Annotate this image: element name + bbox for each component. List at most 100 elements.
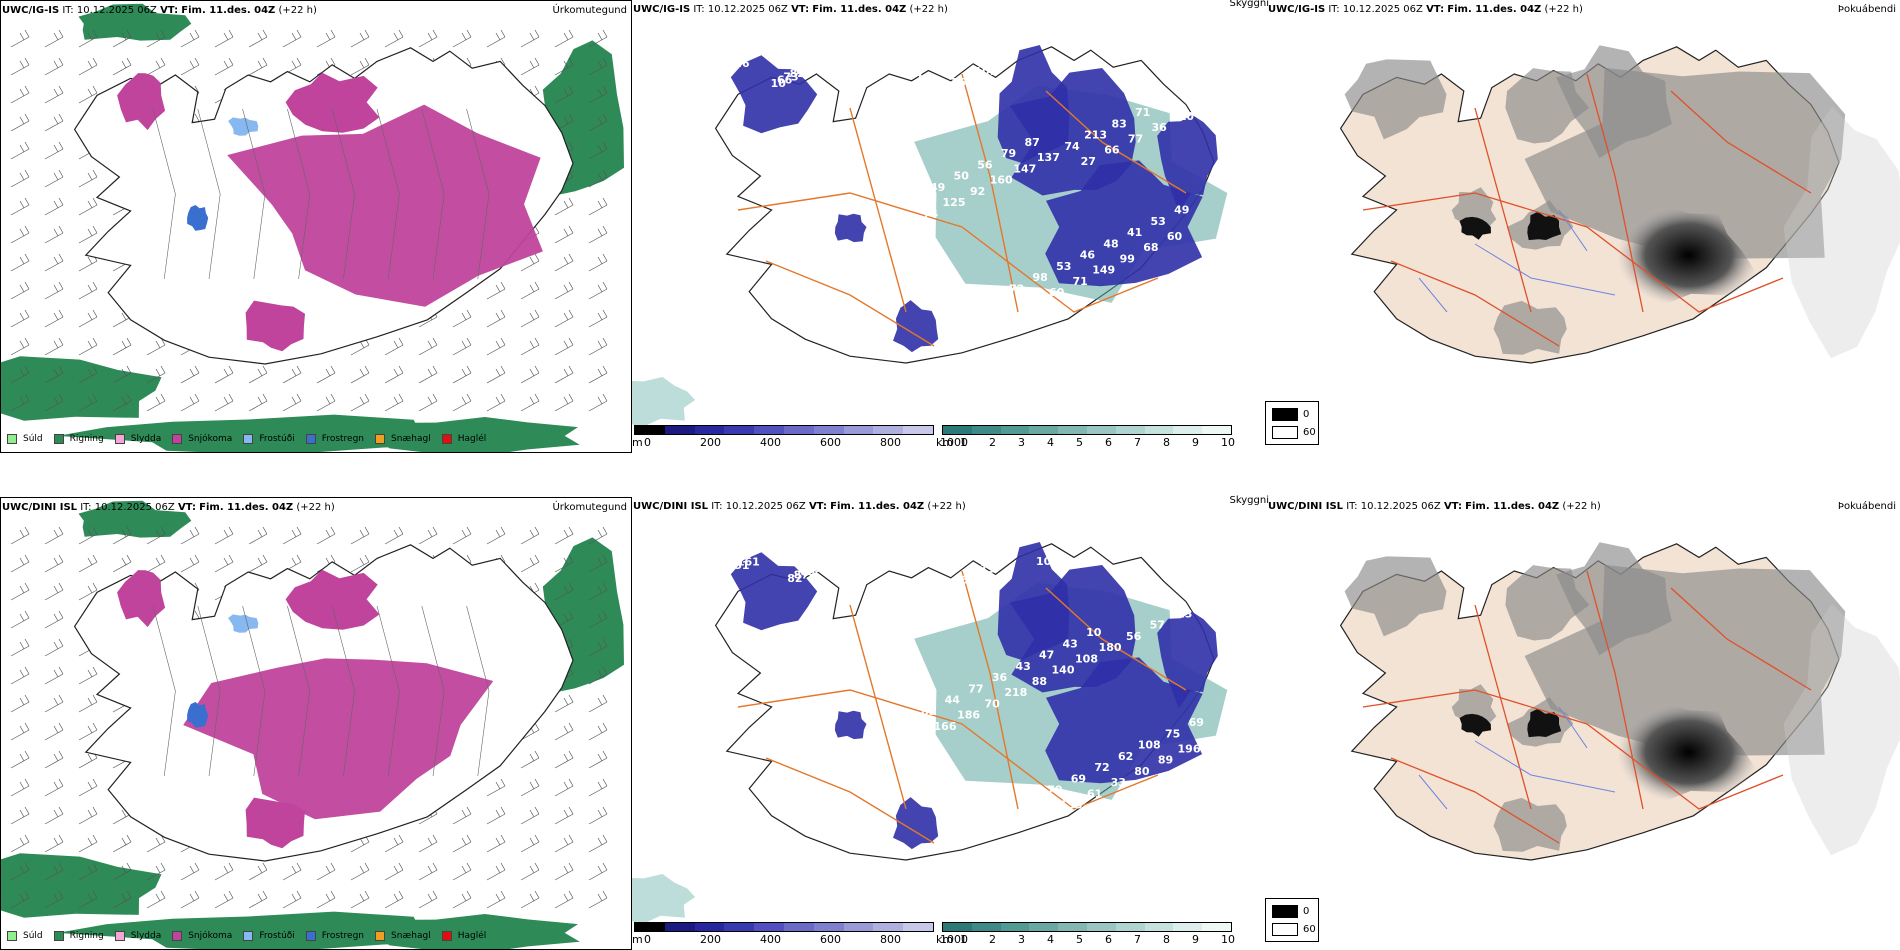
wind-barb — [282, 862, 302, 881]
colorbar-unit: km — [936, 933, 954, 946]
road — [849, 107, 907, 313]
terrain-contour — [331, 108, 355, 280]
wind-barb — [10, 225, 30, 244]
colorbar-step — [1000, 923, 1030, 931]
visibility-value: 65 — [800, 565, 815, 578]
visibility-value: 94 — [1002, 309, 1018, 322]
wind-barb — [180, 554, 200, 573]
rain-area — [78, 500, 192, 538]
wind-barb — [588, 309, 608, 328]
visibility-value: 47 — [1039, 649, 1054, 662]
lead-time: (+22 h) — [296, 502, 335, 513]
visibility-value: 79 — [1001, 147, 1016, 160]
visibility-value: 180 — [1099, 641, 1122, 654]
legend-label: Frostúði — [259, 931, 295, 941]
low-cloud-area — [1045, 657, 1203, 784]
snow-area — [117, 570, 166, 628]
rain-area — [327, 914, 580, 949]
legend-item: Frostúði — [243, 434, 295, 444]
visibility-ticks: km 1 2 3 4 5 6 7 8 9 10 — [936, 436, 1252, 450]
wind-barb — [10, 862, 30, 881]
wind-barb — [554, 309, 574, 328]
vt-value: Fim. 11.des. 04Z — [812, 4, 907, 15]
legend-label: Súld — [23, 434, 43, 444]
wind-barb — [214, 29, 234, 48]
legend-swatch — [7, 931, 17, 941]
low-cloud-area — [834, 710, 867, 740]
cloud-base-colorbar — [634, 922, 934, 932]
wind-barb — [554, 281, 574, 300]
colorbar-tick: 1 — [960, 933, 967, 946]
visibility-value: 196 — [1178, 742, 1201, 755]
legend-item: Snæhagl — [375, 931, 431, 941]
visibility-value: 53 — [1056, 260, 1071, 273]
visibility-value: 166 — [934, 720, 957, 733]
cloud-base-ticks: m 0 200 400 600 800 1000 — [632, 933, 968, 947]
wind-barb — [452, 834, 472, 853]
colorbar-tick: 600 — [820, 933, 841, 946]
wind-barb — [44, 253, 64, 272]
wind-barb — [78, 197, 98, 216]
visibility-value: 41 — [1127, 226, 1142, 239]
wind-barb — [10, 666, 30, 685]
visibility-value: 87 — [794, 569, 809, 582]
visibility-value: 75 — [1165, 727, 1180, 740]
wind-barb — [520, 337, 540, 356]
it-label: IT: — [62, 5, 74, 16]
wind-barb — [10, 365, 30, 384]
wind-barb — [112, 365, 132, 384]
colorbar-step — [1086, 923, 1116, 931]
visibility-panel: 126 184 52 82 73 66 10 87 79 56 50 49 54 49 53 41 48 46 53… — [632, 0, 1269, 453]
wind-barb — [588, 666, 608, 685]
wind-barb — [452, 890, 472, 909]
visibility-value: 77 — [968, 682, 983, 695]
wind-barb — [282, 393, 302, 412]
legend-swatch — [7, 434, 17, 444]
visibility-value: 71 — [1072, 275, 1087, 288]
legend-item: Súld — [7, 931, 43, 941]
visibility-value: 68 — [1143, 241, 1158, 254]
vt-value: Fim. 11.des. 04Z — [1447, 4, 1542, 15]
wind-barb — [384, 393, 404, 412]
wind-barb — [78, 890, 98, 909]
colorbar-step — [873, 426, 904, 434]
freezing-drizzle-spot — [228, 117, 259, 136]
visibility-value: 77 — [1128, 132, 1143, 145]
legend-label: Slydda — [130, 434, 162, 444]
visibility-value: 126 — [727, 57, 750, 70]
visibility-value: 60 — [1167, 230, 1183, 243]
it-label: IT: — [693, 4, 705, 15]
colorbar-step — [724, 923, 755, 931]
wind-barb — [588, 141, 608, 160]
legend-swatch — [375, 931, 386, 941]
wind-barb — [554, 393, 574, 412]
visibility-value: 70 — [1047, 784, 1063, 797]
lead-time: (+22 h) — [927, 501, 966, 512]
road — [849, 604, 907, 810]
precip-type-panel: UWC/IG-IS IT: 10.12.2025 06Z VT: Fim. 11… — [0, 0, 632, 453]
precip-legend: Súld Rigning Slydda Snjókoma Frostúði Frostre… — [7, 434, 497, 444]
legend-item: Frostregn — [305, 931, 364, 941]
visibility-value: 74 — [1064, 140, 1080, 153]
wind-barb — [78, 281, 98, 300]
visibility-value: 161 — [910, 731, 933, 744]
wind-barb — [112, 337, 132, 356]
precip-legend: Súld Rigning Slydda Snjókoma Frostúði Frostre… — [7, 931, 497, 941]
low-cloud-area — [893, 797, 939, 850]
colorbar-step — [694, 923, 725, 931]
wind-barb — [146, 862, 166, 881]
low-cloud-area — [997, 45, 1070, 164]
wind-barb — [282, 890, 302, 909]
wind-barb — [44, 337, 64, 356]
wind-barb — [10, 834, 30, 853]
visibility-value: 108 — [1138, 739, 1161, 752]
colorbar-step — [1029, 923, 1059, 931]
wind-barb — [112, 862, 132, 881]
fog-key-value: 60 — [1303, 427, 1316, 438]
wind-barb — [78, 29, 98, 48]
wind-barb — [486, 806, 506, 825]
model-name: UWC/IG-IS — [1268, 4, 1326, 15]
wind-barb — [10, 281, 30, 300]
wind-barb — [588, 526, 608, 545]
terrain-contour — [152, 108, 176, 280]
